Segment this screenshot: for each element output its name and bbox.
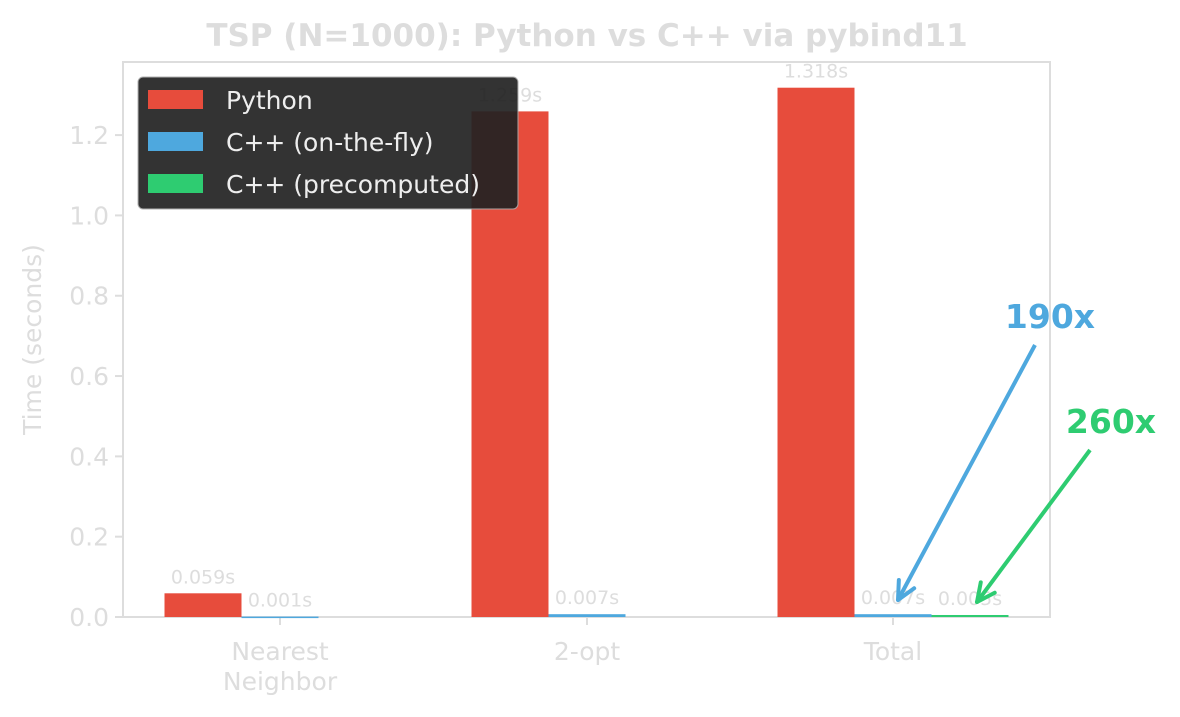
legend-swatch — [148, 174, 203, 193]
data-label: 0.001s — [248, 590, 312, 612]
data-label: 1.318s — [784, 61, 848, 83]
legend-label: Python — [226, 86, 313, 115]
bar-C++ (on-the-fly) — [548, 614, 626, 617]
bar-C++ (precomputed) — [931, 614, 1009, 617]
y-axis-label: Time (seconds) — [18, 244, 47, 436]
speedup-annotation: 190x — [1005, 297, 1095, 336]
bar-Python — [777, 87, 855, 617]
y-tick-label: 0.2 — [69, 523, 109, 552]
annotation-arrow — [975, 448, 1092, 604]
legend — [137, 76, 519, 210]
y-tick-label: 0.0 — [69, 603, 109, 632]
data-label: 0.007s — [555, 587, 619, 609]
legend-swatch — [148, 132, 203, 151]
arrow-head — [975, 590, 997, 604]
bar-C++ (on-the-fly) — [854, 614, 932, 617]
speedup-annotation: 260x — [1066, 402, 1156, 441]
arrow-head — [975, 580, 983, 604]
data-label: 0.059s — [171, 566, 235, 588]
data-label: 0.005s — [938, 588, 1002, 610]
bar-C++ (on-the-fly) — [241, 616, 319, 619]
y-tick-label: 0.4 — [69, 442, 109, 471]
y-tick-label: 0.6 — [69, 362, 109, 391]
data-label: 0.007s — [861, 587, 925, 609]
legend-swatch — [148, 90, 203, 109]
legend-label: C++ (precomputed) — [226, 170, 480, 199]
y-tick-label: 1.2 — [69, 121, 109, 150]
x-tick-label: Nearest — [231, 637, 329, 666]
bar-Python — [164, 593, 242, 617]
x-tick-label: Total — [863, 637, 922, 666]
annotation-arrow — [896, 344, 1037, 601]
arrow-head — [896, 586, 917, 602]
x-tick-label: Neighbor — [223, 667, 338, 696]
arrow-head — [896, 578, 901, 602]
y-tick-label: 0.8 — [69, 282, 109, 311]
x-tick-label: 2-opt — [554, 637, 621, 666]
legend-label: C++ (on-the-fly) — [226, 128, 434, 157]
y-tick-label: 1.0 — [69, 201, 109, 230]
chart-title: TSP (N=1000): Python vs C++ via pybind11 — [206, 18, 967, 54]
